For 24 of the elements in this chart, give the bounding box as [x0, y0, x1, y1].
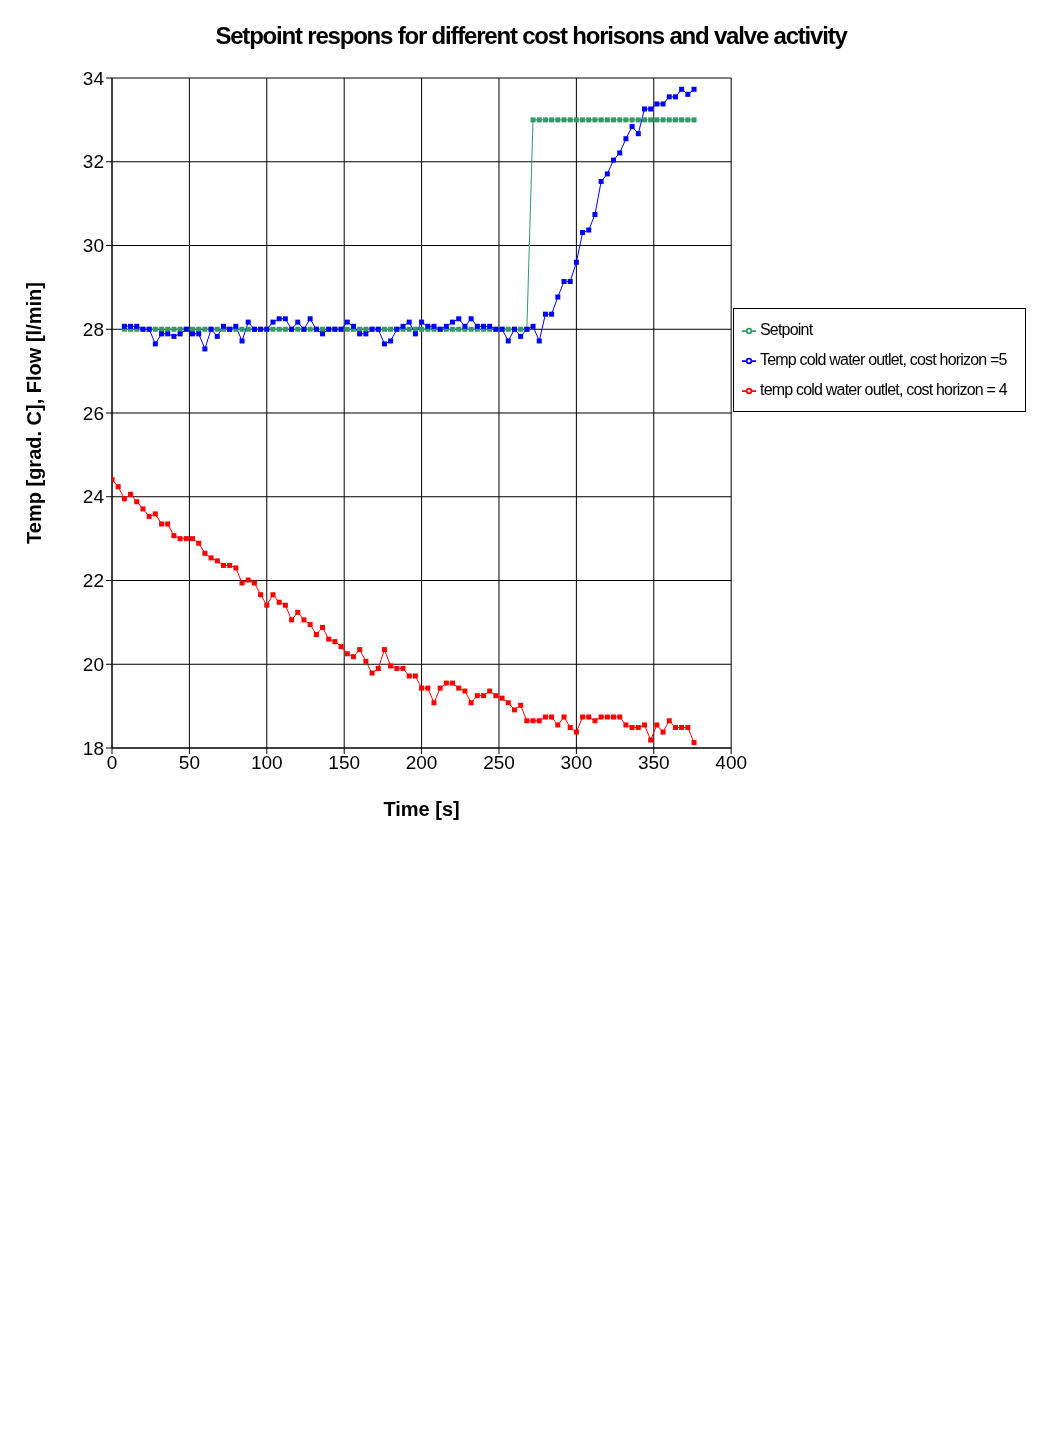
x-tick-label: 150 — [328, 752, 361, 774]
y-tick-label: 26 — [82, 402, 104, 424]
x-tick-label: 350 — [637, 752, 670, 774]
x-tick-label: 200 — [405, 752, 438, 774]
y-tick-label: 34 — [82, 67, 105, 89]
x-tick-label: 0 — [106, 752, 118, 774]
y-tick-label: 20 — [82, 653, 104, 675]
y-tick-label: 28 — [82, 318, 104, 340]
y-tick-label: 32 — [82, 151, 104, 173]
x-tick-label: 250 — [483, 752, 515, 774]
x-axis-title: Time [s] — [383, 798, 460, 820]
chart-title: Setpoint respons for different cost horisons and valve activity — [214, 22, 849, 50]
x-tick-label: 100 — [250, 752, 283, 774]
y-tick-label: 22 — [82, 570, 104, 592]
y-axis-title: Temp [grad. C], Flow [l/min] — [23, 282, 46, 544]
y-tick-label: 30 — [82, 235, 104, 257]
y-tick-label: 24 — [82, 486, 105, 508]
legend-label: Temp cold water outlet, cost horizon =5 — [760, 351, 1007, 368]
x-tick-label: 300 — [560, 752, 593, 774]
x-tick-label: 400 — [715, 752, 748, 774]
legend-label: temp cold water outlet, cost horizon = 4 — [760, 381, 1007, 398]
x-tick-label: 50 — [178, 752, 200, 774]
legend-label: Setpoint — [760, 321, 813, 338]
y-tick-label: 18 — [82, 737, 104, 759]
